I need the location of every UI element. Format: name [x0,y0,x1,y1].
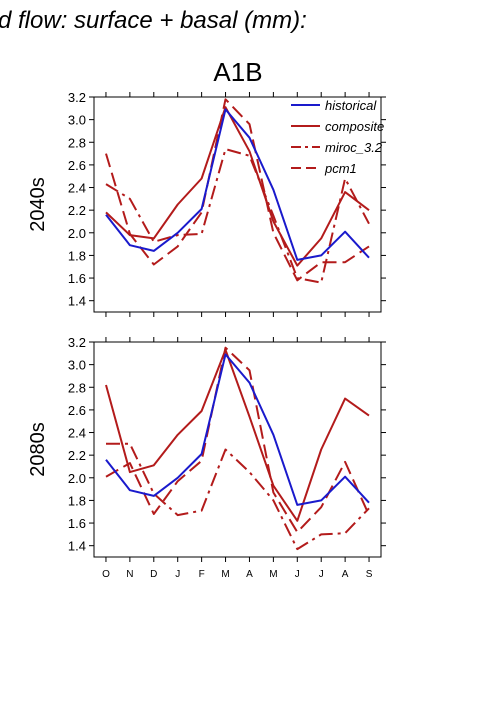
legend: historical composite miroc_3.2 pcm1 [291,98,384,176]
y-tick-label: 2.4 [68,181,86,196]
panel-2040s: 1.4 1.6 1.8 2.0 2.2 2.4 2.6 2.8 3.0 3.2 2040s histo… [27,90,386,317]
series-line-pcm1 [105,346,370,534]
panel-2080s: 1.4 1.6 1.8 2.0 2.2 2.4 2.6 2.8 3.0 3.2 O N D J F M A M J J… [27,335,386,580]
x-tick-label: S [366,569,373,580]
x-tick-label: N [126,569,133,580]
x-tick-label: M [221,569,229,580]
plot-frame [93,96,382,313]
x-tick-label: D [150,569,157,580]
y-tick-label: 2.4 [68,426,86,441]
figure-suptitle: d flow: surface + basal (mm): [0,7,307,34]
plot-frame [93,341,382,558]
y-tick-label: 1.8 [68,493,86,508]
legend-label: historical [325,98,377,113]
y-tick-label: 2.8 [68,135,86,150]
y-tick-label: 3.0 [68,358,86,373]
panels: 1.4 1.6 1.8 2.0 2.2 2.4 2.6 2.8 3.0 3.2 2040s histo… [27,90,386,580]
y-tick-label: 1.8 [68,248,86,263]
series-line-composite [105,106,370,267]
y-tick-label: 2.0 [68,471,86,486]
y-tick-label: 3.2 [68,335,86,350]
series-line-composite [105,348,370,522]
x-tick-label: J [295,569,300,580]
series-line-pcm1 [105,98,370,282]
panel-label: 2040s [27,177,49,232]
y-tick-label: 2.2 [68,448,86,463]
y-tick-label: 2.6 [68,403,86,418]
y-tick-label: 3.2 [68,90,86,105]
y-tick-label: 2.8 [68,380,86,395]
x-tick-label: O [102,569,110,580]
y-tick-label: 2.0 [68,226,86,241]
y-tick-label: 1.4 [68,539,86,554]
y-tick-label: 3.0 [68,113,86,128]
series-line-miroc-3-2 [106,442,370,551]
legend-label: miroc_3.2 [325,140,383,155]
y-tick-label: 1.6 [68,271,86,286]
x-tick-label: F [199,569,205,580]
x-tick-label: J [319,569,324,580]
x-tick-label: M [269,569,277,580]
y-tick-label: 1.6 [68,516,86,531]
x-tick-label: J [175,569,180,580]
x-tick-label: A [246,569,253,580]
y-tick-label: 2.6 [68,158,86,173]
scenario-title: A1B [213,57,262,87]
x-tick-label: A [342,569,349,580]
y-tick-label: 2.2 [68,203,86,218]
series-line-miroc-3-2 [105,148,370,284]
series-line-historical [105,353,370,506]
panel-label: 2080s [27,422,49,477]
legend-label: composite [325,119,384,134]
legend-label: pcm1 [324,161,357,176]
series-line-historical [105,108,370,261]
y-tick-label: 1.4 [68,294,86,309]
